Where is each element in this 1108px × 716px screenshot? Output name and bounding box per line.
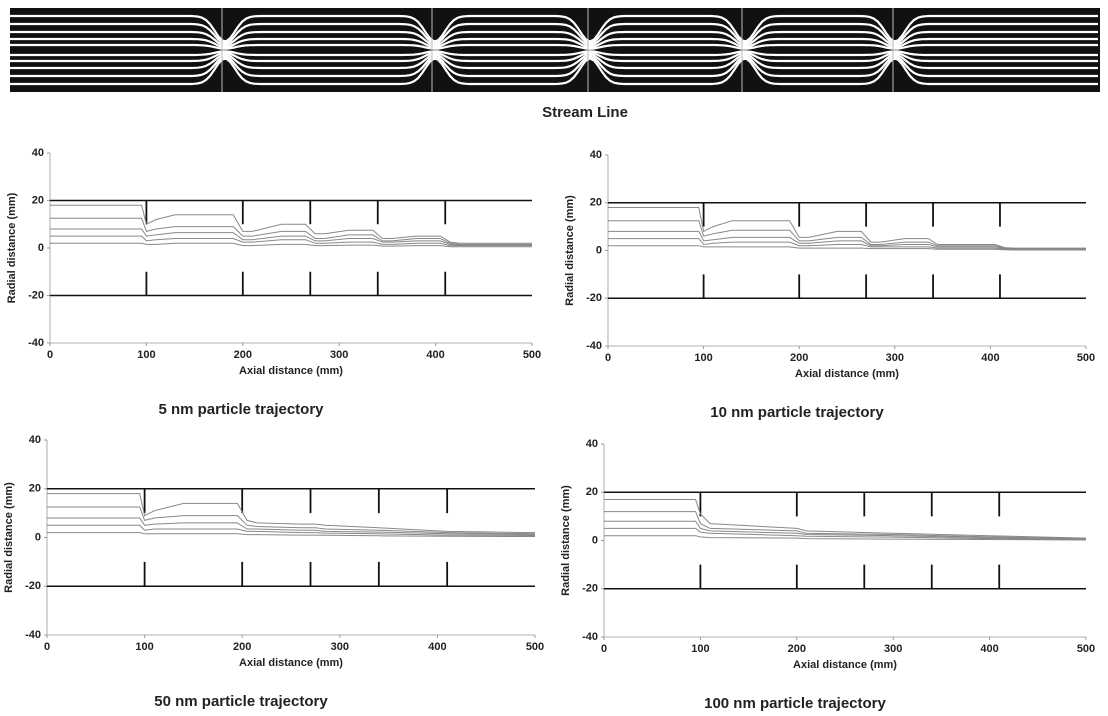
y-tick-label: 0: [596, 244, 602, 256]
y-tick-label: 20: [586, 486, 598, 498]
x-axis-label: Axial distance (mm): [793, 659, 897, 671]
trajectory: [47, 494, 535, 533]
x-tick-label: 200: [233, 641, 251, 653]
y-tick-label: -20: [586, 292, 602, 304]
x-axis-label: Axial distance (mm): [239, 365, 343, 377]
y-tick-label: -40: [582, 631, 598, 643]
x-tick-label: 200: [234, 349, 252, 361]
x-tick-label: 300: [884, 643, 902, 655]
stream-line-image: [10, 8, 1100, 92]
chart-title: 50 nm particle trajectory: [154, 693, 328, 710]
x-tick-label: 0: [44, 641, 50, 653]
x-tick-label: 500: [523, 349, 541, 361]
x-tick-label: 500: [526, 641, 544, 653]
x-tick-label: 400: [981, 352, 999, 364]
y-axis-label: Radial distance (mm): [564, 195, 576, 306]
x-tick-label: 500: [1077, 352, 1095, 364]
chart-title: 5 nm particle trajectory: [158, 401, 324, 418]
x-tick-label: 100: [691, 643, 709, 655]
x-tick-label: 0: [47, 349, 53, 361]
stream-line-caption: Stream Line: [542, 104, 628, 121]
chart-title: 10 nm particle trajectory: [710, 404, 884, 421]
x-tick-label: 200: [790, 352, 808, 364]
y-tick-label: 20: [29, 483, 41, 495]
trajectory: [50, 218, 532, 244]
trajectory: [608, 208, 1086, 249]
y-tick-label: 40: [590, 149, 602, 161]
y-axis-label: Radial distance (mm): [3, 482, 15, 593]
y-tick-label: 40: [32, 147, 44, 159]
y-tick-label: -40: [586, 340, 602, 352]
y-axis-label: Radial distance (mm): [6, 192, 18, 303]
figure: Stream Line -40-20020400100200300400500A…: [0, 0, 1108, 716]
x-tick-label: 0: [605, 352, 611, 364]
y-tick-label: 0: [38, 242, 44, 254]
trajectory: [50, 205, 532, 243]
y-tick-label: 20: [590, 197, 602, 209]
y-axis-label: Radial distance (mm): [560, 485, 572, 596]
trajectory: [604, 500, 1086, 539]
y-tick-label: -20: [582, 583, 598, 595]
y-tick-label: 40: [29, 434, 41, 446]
x-tick-label: 100: [694, 352, 712, 364]
y-tick-label: 40: [586, 438, 598, 450]
x-axis-label: Axial distance (mm): [795, 368, 899, 380]
y-tick-label: 20: [32, 194, 44, 206]
x-axis-label: Axial distance (mm): [239, 657, 343, 669]
y-tick-label: 0: [592, 534, 598, 546]
y-tick-label: -20: [28, 289, 44, 301]
trajectory: [608, 231, 1086, 249]
x-tick-label: 100: [135, 641, 153, 653]
x-tick-label: 300: [331, 641, 349, 653]
y-tick-label: -40: [28, 337, 44, 349]
x-tick-label: 300: [330, 349, 348, 361]
y-tick-label: -40: [25, 629, 41, 641]
x-tick-label: 300: [886, 352, 904, 364]
x-tick-label: 200: [788, 643, 806, 655]
x-tick-label: 100: [137, 349, 155, 361]
x-tick-label: 400: [428, 641, 446, 653]
chart-title: 100 nm particle trajectory: [704, 695, 886, 712]
x-tick-label: 0: [601, 643, 607, 655]
x-tick-label: 400: [980, 643, 998, 655]
y-tick-label: 0: [35, 531, 41, 543]
y-tick-label: -20: [25, 580, 41, 592]
x-tick-label: 400: [426, 349, 444, 361]
x-tick-label: 500: [1077, 643, 1095, 655]
